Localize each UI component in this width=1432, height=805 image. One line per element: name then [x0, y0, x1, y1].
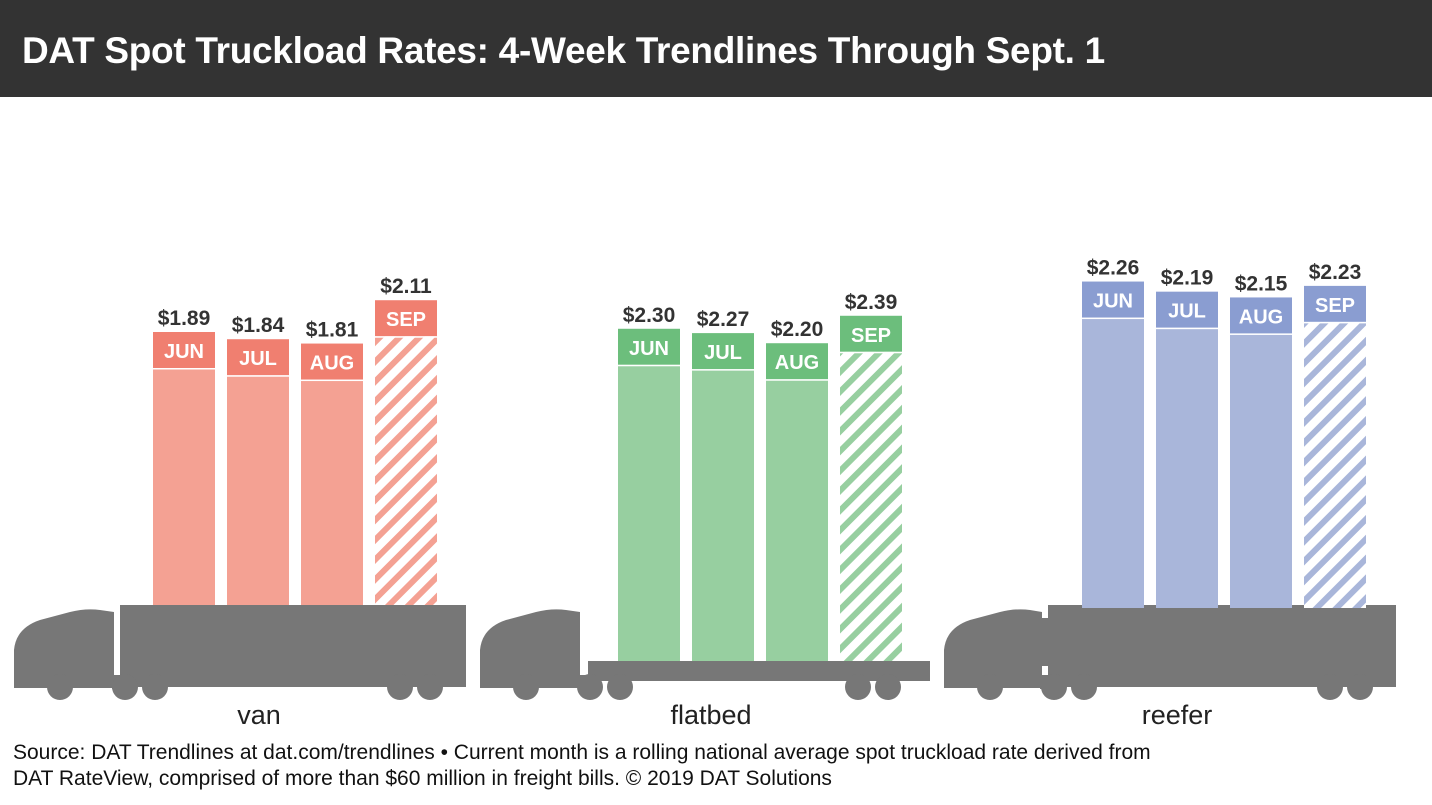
bar-cap-flatbed-jun — [618, 328, 680, 365]
bar-cap-divider-reefer-jul — [1156, 327, 1218, 330]
bar-cap-divider-van-jun — [153, 368, 215, 370]
bar-cap-van-aug — [301, 343, 363, 380]
bar-cap-van-jun — [153, 332, 215, 368]
bar-cap-reefer-jul — [1156, 291, 1218, 328]
month-label-van-sep: SEP — [386, 309, 426, 331]
bar-cap-flatbed-sep — [840, 315, 902, 352]
bar-flatbed-jun — [618, 364, 680, 661]
value-label-flatbed-aug: $2.20 — [771, 318, 824, 341]
month-label-flatbed-sep: SEP — [851, 325, 891, 347]
month-label-reefer-aug: AUG — [1239, 306, 1283, 328]
bar-cap-reefer-aug — [1230, 297, 1292, 334]
value-label-van-aug: $1.81 — [306, 319, 359, 342]
month-label-reefer-sep: SEP — [1315, 295, 1355, 317]
month-label-reefer-jul: JUL — [1168, 301, 1206, 323]
bar-reefer-aug — [1230, 333, 1292, 608]
van-truck-silhouette — [14, 605, 466, 700]
bar-cap-divider-flatbed-jun — [618, 364, 680, 367]
bar-van-aug — [301, 379, 363, 605]
bar-cap-divider-reefer-aug — [1230, 333, 1292, 335]
bar-cap-divider-van-aug — [301, 379, 363, 382]
bar-cap-divider-van-jul — [227, 375, 289, 377]
bar-reefer-jul — [1156, 327, 1218, 608]
bar-van-jun — [153, 368, 215, 605]
chart-area: JUN $1.89 JUL $1.84 AUG $1.81 SEP $2.11 JUN $2.30… — [14, 257, 1396, 730]
value-label-flatbed-jun: $2.30 — [623, 304, 676, 327]
month-label-reefer-jun: JUN — [1093, 291, 1133, 313]
value-label-reefer-sep: $2.23 — [1309, 261, 1362, 284]
month-label-van-aug: AUG — [310, 353, 354, 375]
value-label-reefer-jun: $2.26 — [1087, 257, 1140, 280]
bar-groups: JUN $1.89 JUL $1.84 AUG $1.81 SEP $2.11 JUN $2.30… — [153, 257, 1366, 661]
value-label-flatbed-jul: $2.27 — [697, 308, 750, 331]
source-note: Source: DAT Trendlines at dat.com/trendl… — [13, 740, 1423, 792]
bar-cap-reefer-jun — [1082, 281, 1144, 318]
group-label-van: van — [237, 700, 281, 730]
bar-cap-van-sep — [375, 300, 437, 337]
group-label-reefer: reefer — [1142, 700, 1213, 730]
reefer-truck-silhouette — [944, 605, 1396, 700]
bar-cap-divider-reefer-sep — [1304, 321, 1366, 324]
bar-flatbed-aug — [766, 379, 828, 661]
bar-cap-flatbed-aug — [766, 343, 828, 380]
bar-cap-divider-reefer-jun — [1082, 317, 1144, 320]
bar-reefer-jun — [1082, 317, 1144, 608]
month-label-van-jul: JUL — [239, 348, 277, 370]
source-line-2: DAT RateView, comprised of more than $60… — [13, 767, 832, 790]
bar-cap-divider-flatbed-jul — [692, 369, 754, 371]
bar-van-jul — [227, 375, 289, 605]
flatbed-truck-silhouette — [480, 609, 930, 700]
value-label-van-jun: $1.89 — [158, 307, 211, 330]
bar-reefer-sep — [1304, 321, 1366, 608]
value-label-van-sep: $2.11 — [380, 275, 432, 298]
value-label-van-jul: $1.84 — [232, 314, 285, 337]
bar-cap-van-jul — [227, 339, 289, 376]
source-line-1: Source: DAT Trendlines at dat.com/trendl… — [13, 741, 1151, 764]
month-label-flatbed-aug: AUG — [775, 352, 819, 374]
month-label-van-jun: JUN — [164, 341, 204, 363]
bar-flatbed-sep — [840, 351, 902, 661]
bar-cap-divider-van-sep — [375, 336, 437, 338]
bar-cap-divider-flatbed-aug — [766, 379, 828, 381]
bar-cap-flatbed-jul — [692, 333, 754, 370]
chart-title: DAT Spot Truckload Rates: 4-Week Trendli… — [22, 30, 1105, 71]
month-label-flatbed-jul: JUL — [704, 342, 742, 364]
value-label-reefer-jul: $2.19 — [1161, 267, 1214, 290]
bar-flatbed-jul — [692, 369, 754, 661]
bar-cap-divider-flatbed-sep — [840, 351, 902, 354]
value-label-flatbed-sep: $2.39 — [845, 291, 898, 314]
bar-cap-reefer-sep — [1304, 285, 1366, 322]
title-bar: DAT Spot Truckload Rates: 4-Week Trendli… — [0, 0, 1432, 97]
value-label-reefer-aug: $2.15 — [1235, 272, 1288, 295]
month-label-flatbed-jun: JUN — [629, 338, 669, 360]
group-label-flatbed: flatbed — [670, 700, 751, 730]
bar-van-sep — [375, 336, 437, 605]
